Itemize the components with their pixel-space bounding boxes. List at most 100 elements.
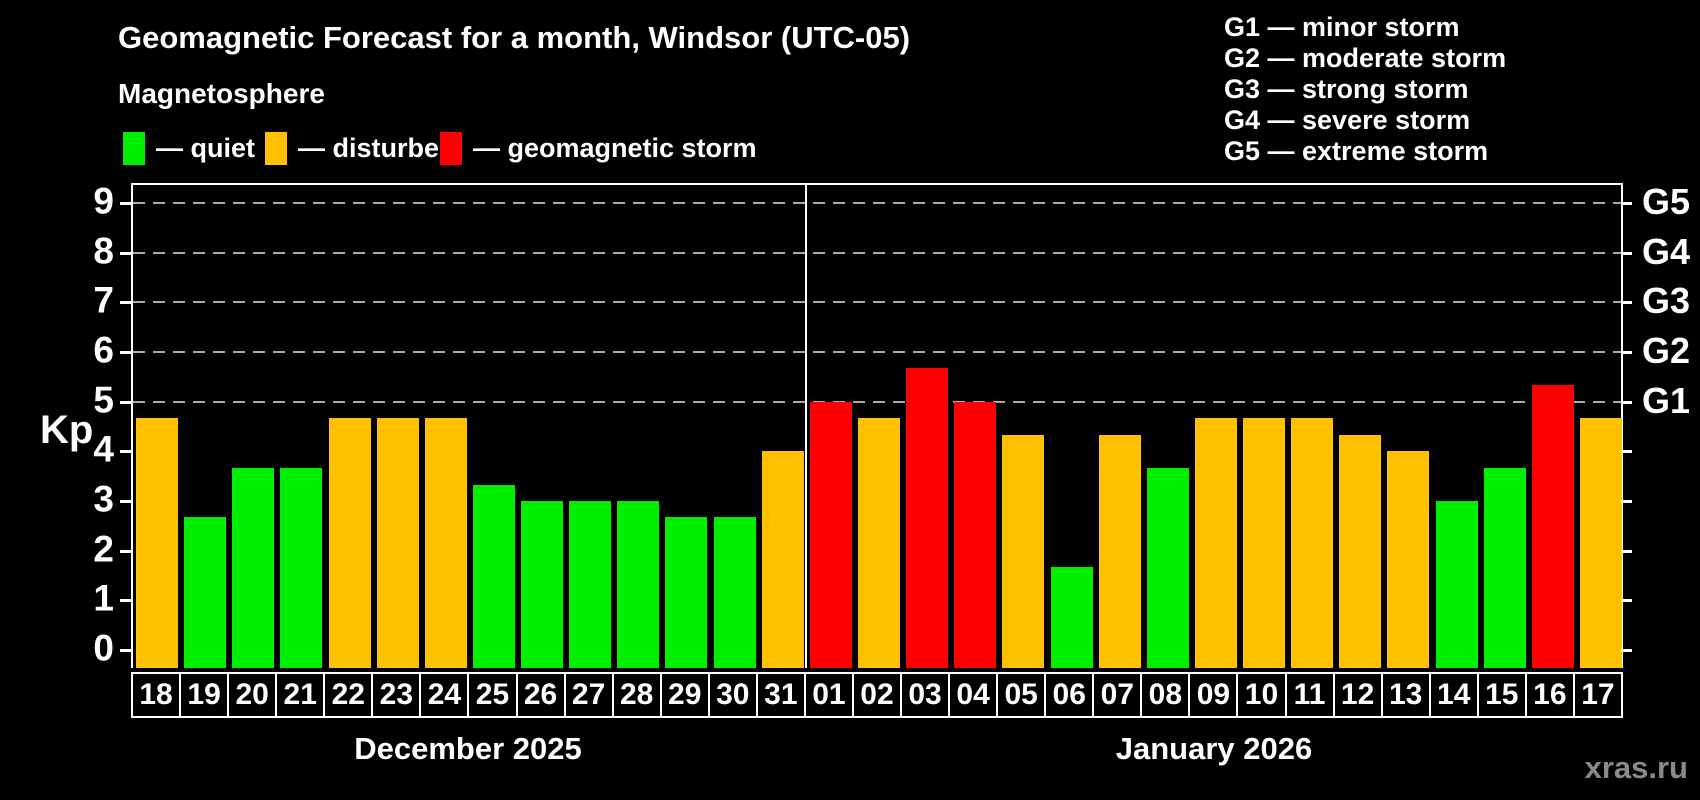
day-cell: 21 <box>277 674 326 716</box>
kp-bar <box>1387 451 1430 668</box>
chart-title: Geomagnetic Forecast for a month, Windso… <box>118 20 911 55</box>
kp-bar <box>906 368 949 668</box>
y-tick-left <box>120 201 131 205</box>
y-tick-label: 1 <box>93 577 114 619</box>
y-tick-label: 6 <box>93 329 114 371</box>
g-level-label: G2 <box>1642 330 1691 372</box>
day-cell: 27 <box>566 674 614 716</box>
storm-legend-label: — geomagnetic storm <box>473 133 757 163</box>
day-cell: 19 <box>181 674 230 716</box>
kp-bar <box>617 501 660 668</box>
kp-bar <box>424 418 467 668</box>
kp-bar <box>472 484 515 668</box>
quiet-color-swatch <box>123 132 145 165</box>
plot-area <box>131 183 1623 668</box>
day-cell: 10 <box>1238 674 1287 716</box>
chart-subtitle: Magnetosphere <box>118 78 325 109</box>
y-tick-right <box>1621 400 1632 404</box>
gridline-kp5 <box>133 400 1621 403</box>
y-tick-left <box>120 251 131 255</box>
y-tick-left <box>120 499 131 503</box>
day-cell: 12 <box>1335 674 1383 716</box>
gridline-kp7 <box>133 301 1621 304</box>
kp-axis-label: Kp <box>40 408 94 452</box>
y-tick-left <box>120 599 131 603</box>
gridline-kp8 <box>133 251 1621 254</box>
kp-bar <box>858 418 900 668</box>
y-tick-label: 5 <box>93 378 114 420</box>
y-tick-label: 2 <box>93 527 114 569</box>
kp-bar <box>1435 501 1478 668</box>
g2-legend-line: G2 — moderate storm <box>1224 43 1507 73</box>
day-cell: 04 <box>950 674 999 716</box>
kp-bar <box>569 501 612 668</box>
kp-bar <box>232 467 275 668</box>
month-label-january: January 2026 <box>1115 731 1313 766</box>
y-tick-label: 8 <box>93 229 114 271</box>
day-cell: 06 <box>1046 674 1095 716</box>
day-cell: 29 <box>662 674 710 716</box>
day-cell: 24 <box>421 674 470 716</box>
day-cell: 11 <box>1287 674 1335 716</box>
y-tick-left <box>120 549 131 553</box>
day-cell: 16 <box>1527 674 1575 716</box>
day-cell: 07 <box>1094 674 1143 716</box>
y-tick-label: 3 <box>93 478 114 520</box>
kp-bar <box>761 451 804 668</box>
day-cell: 08 <box>1142 674 1191 716</box>
day-cell: 01 <box>806 674 854 716</box>
y-tick-left <box>120 649 131 652</box>
day-cell: 14 <box>1431 674 1479 716</box>
y-tick-right <box>1621 301 1632 305</box>
day-axis: 18 19 20 21 22 23 24 25 26 27 28 29 30 31 01 02 03 04 05 06… <box>131 672 1623 718</box>
quiet-legend-label: — quiet <box>156 133 255 163</box>
day-cell: 20 <box>229 674 278 716</box>
day-cell: 30 <box>710 674 758 716</box>
day-cell: 02 <box>854 674 902 716</box>
kp-bar <box>1291 418 1334 668</box>
g1-legend-line: G1 — minor storm <box>1224 12 1460 42</box>
y-tick-left <box>120 400 131 404</box>
kp-bar <box>184 517 227 668</box>
gridline-kp6 <box>133 350 1621 353</box>
y-tick-label: 7 <box>93 279 114 321</box>
gridline-kp9 <box>133 201 1621 204</box>
y-tick-left <box>120 350 131 354</box>
y-tick-right <box>1621 350 1632 354</box>
y-tick-right <box>1621 549 1632 553</box>
day-cell: 13 <box>1383 674 1431 716</box>
kp-bar <box>1579 418 1622 668</box>
g5-legend-line: G5 — extreme storm <box>1224 136 1489 166</box>
kp-bar <box>809 401 852 668</box>
day-cell: 22 <box>325 674 374 716</box>
legend-item-quiet: — quiet <box>123 132 255 165</box>
kp-bar <box>1098 434 1141 668</box>
kp-bar <box>1531 385 1574 668</box>
day-cell: 23 <box>373 674 422 716</box>
day-cell: 17 <box>1581 678 1615 711</box>
kp-bar <box>1050 567 1093 668</box>
y-tick-label: 9 <box>93 180 114 222</box>
g-level-label: G3 <box>1642 280 1691 322</box>
kp-bar <box>954 401 997 668</box>
day-cell: 28 <box>614 674 662 716</box>
kp-bar <box>376 418 419 668</box>
y-tick-label: 0 <box>93 627 114 669</box>
kp-bar <box>1339 434 1382 668</box>
y-tick-right <box>1621 450 1632 454</box>
y-tick-label: 4 <box>93 428 114 470</box>
legend-item-storm: — geomagnetic storm <box>440 132 757 165</box>
kp-bar <box>328 418 371 668</box>
kp-bar <box>1483 467 1526 668</box>
kp-bar <box>1243 418 1286 668</box>
kp-bar <box>713 517 756 668</box>
y-tick-left <box>120 301 131 305</box>
g-level-label: G5 <box>1642 181 1691 223</box>
storm-color-swatch <box>440 132 462 165</box>
y-tick-left <box>120 450 131 454</box>
month-label-december: December 2025 <box>354 731 582 766</box>
watermark: xras.ru <box>1584 750 1688 785</box>
g3-legend-line: G3 — strong storm <box>1224 74 1469 104</box>
y-tick-right <box>1621 499 1632 503</box>
